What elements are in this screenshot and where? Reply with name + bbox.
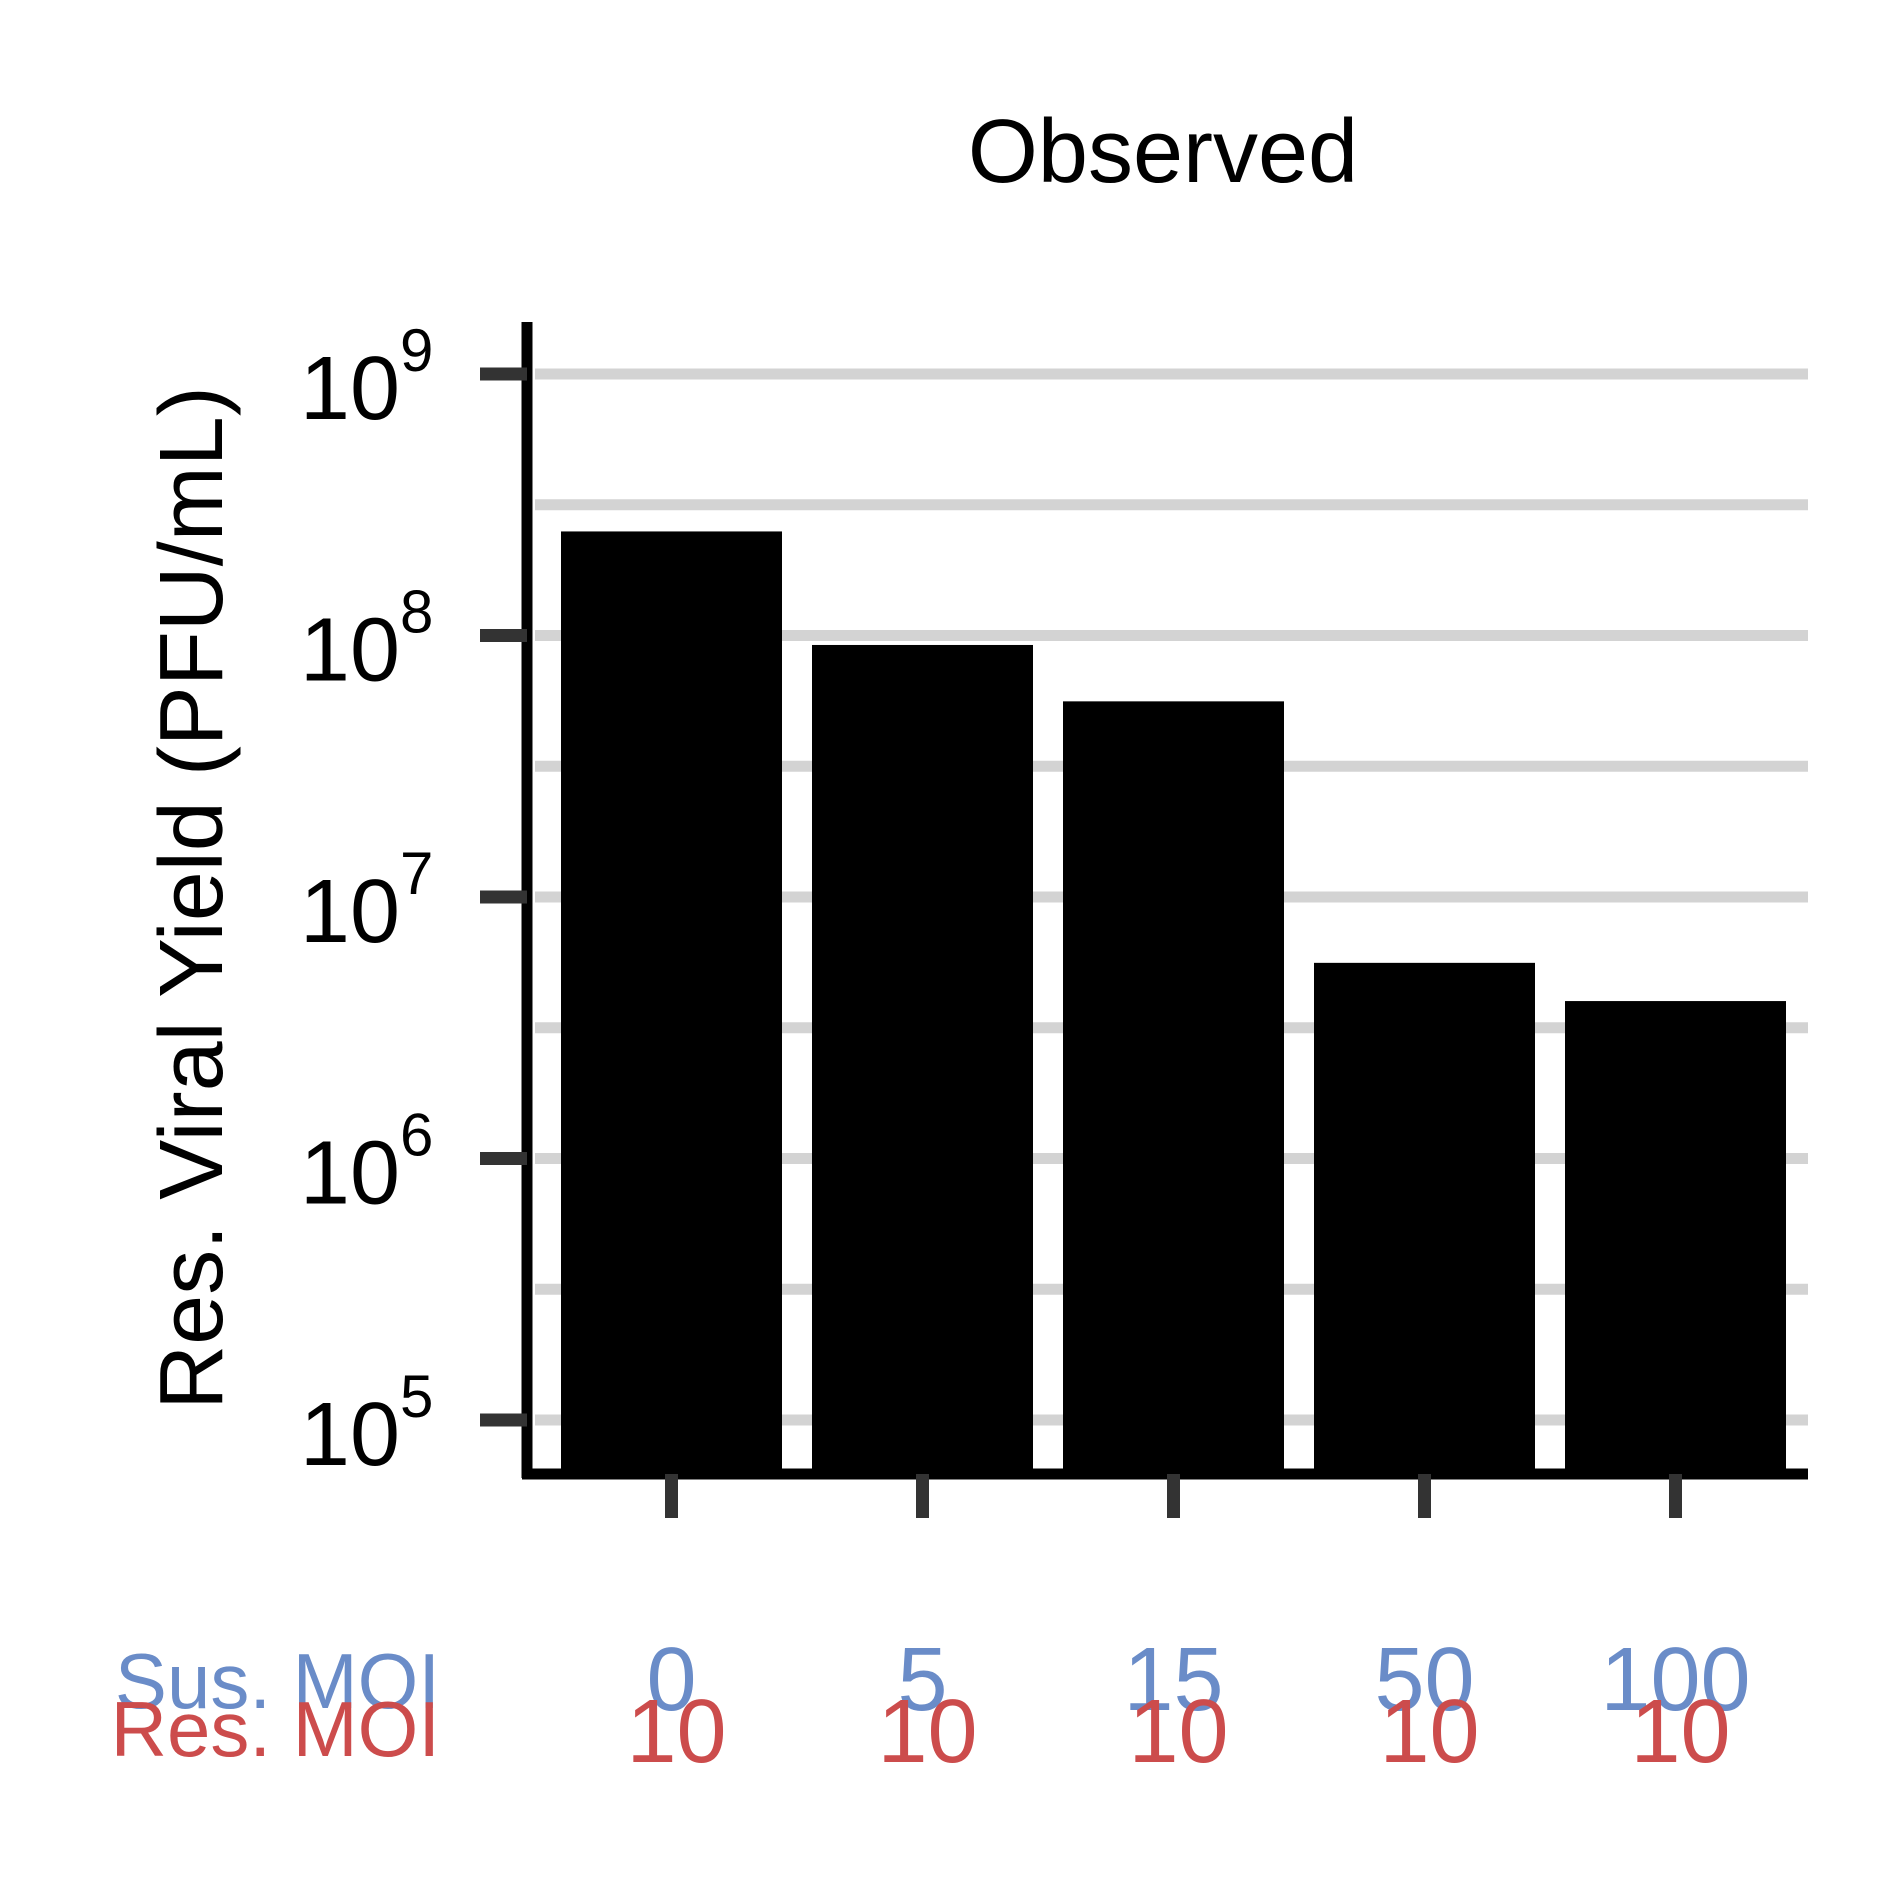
bar — [1063, 701, 1284, 1474]
y-tick-label: 10 — [300, 1124, 400, 1224]
y-axis-label: Res. Viral Yield (PFU/mL) — [142, 386, 242, 1410]
y-tick-label: 10 — [300, 862, 400, 962]
y-tick-exponent: 6 — [400, 1102, 433, 1169]
y-tick-label: 10 — [300, 1385, 400, 1485]
sus-moi-row-label: Sus. MOI — [115, 1637, 440, 1725]
res-moi-value: 10 — [1379, 1682, 1479, 1782]
y-tick-exponent: 9 — [400, 317, 433, 384]
chart-title: Observed — [968, 102, 1358, 202]
bar — [1314, 962, 1535, 1474]
res-moi-value: 10 — [1630, 1682, 1730, 1782]
bars — [561, 531, 1786, 1474]
y-tick-label: 10 — [300, 339, 400, 439]
sus-moi-value: 50 — [1374, 1630, 1474, 1730]
y-tick-exponent: 5 — [400, 1363, 433, 1430]
sus-moi-value: 5 — [897, 1630, 947, 1730]
sus-moi-value: 15 — [1123, 1630, 1223, 1730]
y-tick-label: 10 — [300, 601, 400, 701]
y-tick-exponent: 8 — [400, 579, 433, 646]
y-tick-exponent: 7 — [400, 840, 433, 907]
bar — [812, 644, 1033, 1474]
res-moi-value: 10 — [877, 1682, 977, 1782]
sus-moi-value: 0 — [646, 1630, 696, 1730]
bar — [1565, 1001, 1786, 1474]
sus-moi-value: 100 — [1600, 1630, 1750, 1730]
res-moi-value: 10 — [1128, 1682, 1228, 1782]
res-moi-row-label: Res. MOI — [111, 1685, 440, 1773]
res-moi-value: 10 — [626, 1682, 726, 1782]
bar — [561, 531, 782, 1474]
